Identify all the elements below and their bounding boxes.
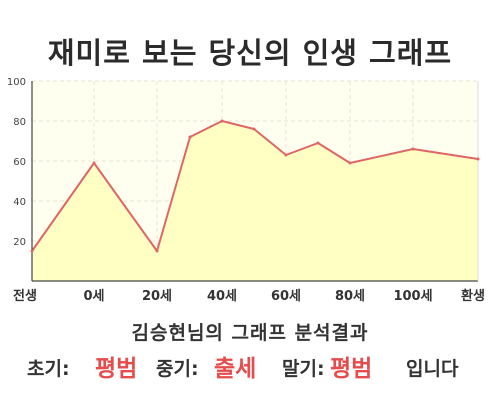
data-point-전생 — [30, 249, 34, 253]
y-tick-label: 80 — [13, 117, 26, 128]
life-area-fill — [32, 121, 478, 281]
axes — [31, 81, 479, 282]
data-point-20세 — [155, 249, 159, 253]
x-tick-label: 20세 — [142, 289, 172, 304]
x-tick-label: 전생 — [13, 288, 37, 304]
data-point-40세 — [220, 119, 224, 123]
x-tick-label: 80세 — [335, 289, 365, 304]
x-tick-label: 환생 — [461, 288, 485, 304]
y-tick-label: 100 — [7, 77, 26, 88]
y-tick-label: 20 — [13, 237, 26, 248]
x-tick-label: 40세 — [207, 289, 237, 304]
data-point-70세 — [316, 141, 320, 145]
data-point-60세 — [284, 153, 288, 157]
middle-period-label: 중기: — [156, 358, 199, 380]
late-period-value: 평범 — [330, 356, 373, 382]
analysis-result-heading: 김승현님의 그래프 분석결과 — [131, 322, 369, 344]
y-tick-label: 40 — [13, 197, 26, 208]
data-point-80세 — [348, 161, 352, 165]
y-tick-labels: 20 40 60 80 100 — [7, 77, 26, 248]
data-point-0세 — [92, 161, 96, 165]
data-point-환생 — [476, 157, 480, 161]
data-point-30세 — [188, 135, 192, 139]
data-point-50세 — [252, 127, 256, 131]
x-tick-label: 60세 — [271, 289, 301, 304]
result-suffix: 입니다 — [406, 358, 459, 380]
analysis-result-row: 초기: 평범 중기: 출세 말기: 평범 입니다 — [0, 346, 500, 382]
x-tick-labels: 전생 0세 20세 40세 60세 80세 100세 환생 — [13, 288, 485, 304]
y-tick-label: 60 — [13, 157, 26, 168]
x-tick-label: 0세 — [83, 289, 104, 304]
x-tick-label: 100세 — [393, 289, 432, 304]
early-period-value: 평범 — [95, 356, 138, 382]
middle-period-value: 출세 — [214, 356, 257, 382]
data-point-100세 — [411, 147, 415, 151]
early-period-label: 초기: — [27, 358, 70, 380]
late-period-label: 말기: — [282, 358, 325, 380]
page-title: 재미로 보는 당신의 인생 그래프 — [47, 36, 453, 70]
data-points — [30, 119, 480, 253]
